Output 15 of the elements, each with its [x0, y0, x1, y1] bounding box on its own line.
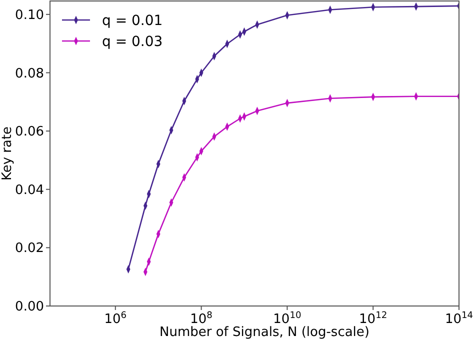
- x-tick-label: 10$^{10}$: [273, 311, 302, 327]
- y-axis-title: Key rate: [0, 126, 15, 181]
- y-tick-label: 0.10: [15, 8, 44, 23]
- x-axis-title: Number of Signals, N (log-scale): [160, 325, 370, 339]
- x-tick-label: 10$^{12}$: [359, 311, 388, 327]
- x-tick-label: 10$^{14}$: [444, 311, 474, 327]
- y-tick-label: 0.00: [15, 300, 44, 315]
- legend-label: q = 0.01: [102, 12, 163, 29]
- x-tick-label: 10$^{6}$: [104, 311, 127, 327]
- y-tick-label: 0.02: [15, 241, 44, 256]
- y-tick-label: 0.06: [15, 124, 44, 140]
- y-tick-label: 0.04: [15, 182, 44, 198]
- x-tick-label: 10$^{8}$: [190, 311, 213, 327]
- y-tick-label: 0.08: [15, 66, 44, 82]
- legend-label: q = 0.03: [102, 34, 163, 50]
